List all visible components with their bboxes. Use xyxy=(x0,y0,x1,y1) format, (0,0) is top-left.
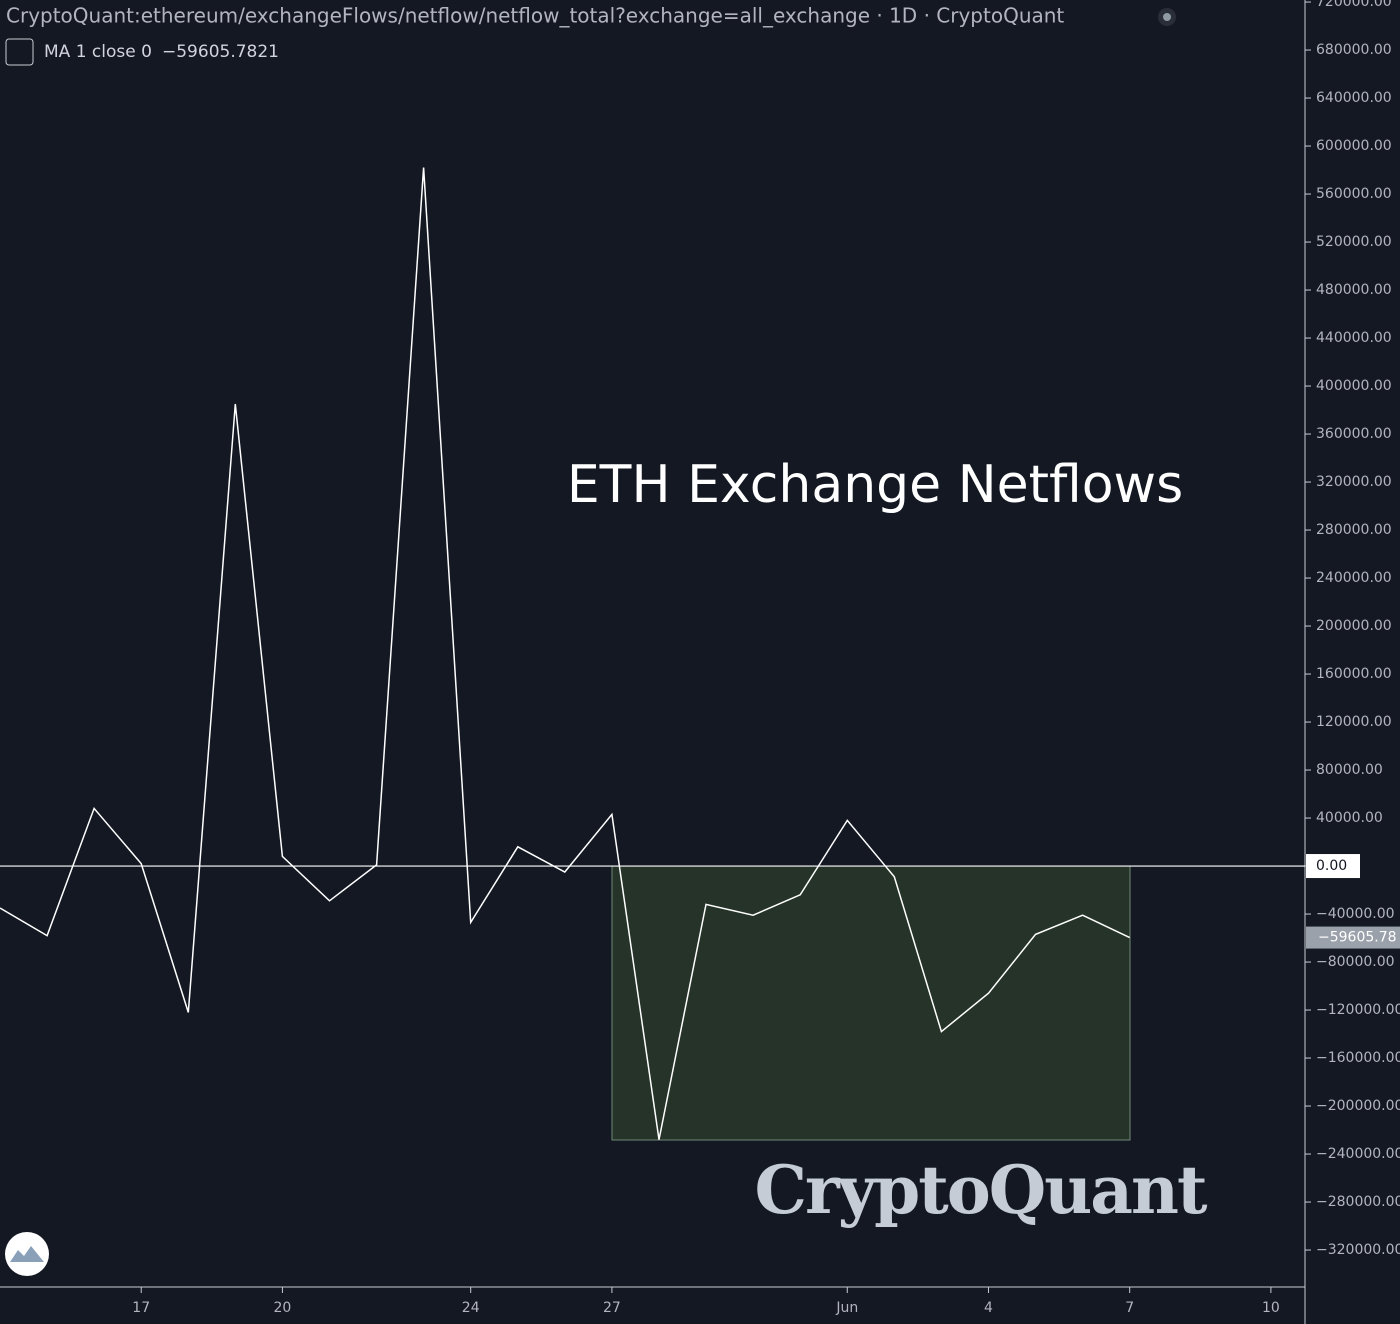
y-tick-label: −120000.00 xyxy=(1316,1002,1400,1018)
y-tick-label: 360000.00 xyxy=(1316,426,1392,442)
y-tick-label: 520000.00 xyxy=(1316,234,1392,250)
y-tick-label: −280000.00 xyxy=(1316,1194,1400,1210)
x-tick-label: 7 xyxy=(1125,1300,1134,1316)
y-tick-label: 640000.00 xyxy=(1316,90,1392,106)
last-value-bg xyxy=(1306,926,1400,949)
y-tick-label: 560000.00 xyxy=(1316,186,1392,202)
x-tick-label: 10 xyxy=(1262,1300,1280,1316)
y-tick-label: 80000.00 xyxy=(1316,762,1383,778)
legend-swatch[interactable] xyxy=(5,38,34,66)
logo-icon xyxy=(10,1246,44,1262)
x-tick-label: 4 xyxy=(984,1300,993,1316)
y-tick-label: 240000.00 xyxy=(1316,570,1392,586)
status-dot xyxy=(1163,13,1171,21)
chart-title: CryptoQuant:ethereum/exchangeFlows/netfl… xyxy=(6,4,1064,28)
y-tick-label: −80000.00 xyxy=(1316,954,1395,970)
x-tick-label: 20 xyxy=(274,1300,292,1316)
y-tick-label: 200000.00 xyxy=(1316,618,1392,634)
y-tick-label: 160000.00 xyxy=(1316,666,1392,682)
y-tick-label: −320000.00 xyxy=(1316,1242,1400,1258)
y-tick-label: 720000.00 xyxy=(1316,0,1392,10)
x-tick-label: 24 xyxy=(462,1300,480,1316)
x-tick-label: Jun xyxy=(835,1300,858,1316)
legend-label: MA 1 close 0 xyxy=(44,42,152,62)
y-tick-label: −240000.00 xyxy=(1316,1146,1400,1162)
y-tick-label: 600000.00 xyxy=(1316,138,1392,154)
y-tick-label: 0.00 xyxy=(1316,858,1347,874)
y-tick-label: 40000.00 xyxy=(1316,810,1383,826)
annotation: ETH Exchange Netflows xyxy=(567,455,1183,515)
x-tick-label: 17 xyxy=(132,1300,150,1316)
watermark: CryptoQuant xyxy=(754,1151,1208,1229)
y-tick-label: 480000.00 xyxy=(1316,282,1392,298)
y-tick-label: 320000.00 xyxy=(1316,474,1392,490)
x-tick-label: 27 xyxy=(603,1300,621,1316)
y-tick-label: −160000.00 xyxy=(1316,1050,1400,1066)
y-tick-label: 400000.00 xyxy=(1316,378,1392,394)
y-tick-label: −40000.00 xyxy=(1316,906,1395,922)
zero-label-bg xyxy=(1306,854,1360,879)
last-value-label: −59605.78 xyxy=(1318,930,1397,946)
y-tick-label: 120000.00 xyxy=(1316,714,1392,730)
series-line xyxy=(0,167,1131,1140)
highlight-box xyxy=(611,865,1131,1141)
y-tick-label: 440000.00 xyxy=(1316,330,1392,346)
y-tick-label: 680000.00 xyxy=(1316,42,1392,58)
y-tick-label: −200000.00 xyxy=(1316,1098,1400,1114)
legend-value: −59605.7821 xyxy=(162,42,279,62)
y-tick-label: 280000.00 xyxy=(1316,522,1392,538)
